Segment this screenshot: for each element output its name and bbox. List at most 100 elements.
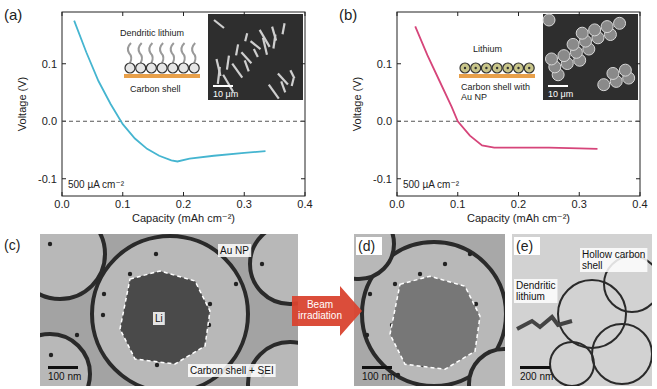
inset-image	[208, 14, 303, 100]
inset-texture	[619, 64, 631, 76]
micrograph-panel: 100 nm(c)Au NPLiCarbon shell + SEI	[4, 209, 332, 389]
x-tick-label: 0.1	[450, 198, 465, 210]
text-line: shell	[582, 260, 603, 271]
lithium-region	[390, 276, 480, 369]
dendrite	[149, 43, 152, 63]
x-tick	[122, 192, 123, 196]
au-np	[517, 67, 519, 69]
au-np	[48, 242, 52, 246]
au-np	[396, 373, 400, 377]
inset-image	[543, 14, 638, 100]
carbon-shell	[92, 236, 248, 386]
dendrite	[139, 43, 142, 63]
inset-texture	[214, 20, 224, 28]
dendrite	[181, 43, 184, 63]
beam-arrow	[292, 286, 362, 336]
au-np	[75, 333, 79, 337]
inset-texture	[601, 21, 613, 33]
x-axis-title: Capacity (mAh cm⁻²)	[132, 212, 235, 224]
inset-texture	[607, 67, 619, 79]
chart-panel: (b)10 μmLithium0.00.10.20.30.4-0.10.00.1…	[339, 6, 648, 224]
y-axis-title: Voltage (V)	[351, 77, 363, 131]
inset-texture	[251, 41, 261, 49]
scale-bar-label: 200 nm	[520, 371, 553, 382]
inset-texture	[232, 64, 242, 78]
dendrite	[160, 43, 163, 63]
x-tick-label: 0.3	[237, 198, 252, 210]
carbon-shell	[469, 349, 505, 386]
y-tick	[301, 63, 305, 64]
carbon-shell	[250, 234, 298, 304]
inset-texture	[614, 17, 626, 29]
x-tick-label: 0.0	[389, 198, 404, 210]
scale-bar	[548, 85, 568, 87]
scale-bar	[520, 366, 550, 369]
au-np	[365, 333, 369, 337]
x-tick	[640, 12, 641, 16]
scale-bar-label: 100 nm	[362, 371, 395, 382]
carbon-shell	[168, 63, 178, 73]
au-np	[475, 67, 477, 69]
y-tick	[62, 178, 66, 179]
annotation: 500 µA cm⁻²	[403, 179, 460, 190]
micrograph-panel: 200 nm(e)DendriticlithiumHollow carbonsh…	[512, 234, 657, 386]
au-np	[260, 262, 264, 266]
panel-label: (b)	[339, 6, 357, 23]
lithium-region	[120, 271, 210, 364]
y-tick	[636, 178, 640, 179]
baseline	[397, 121, 640, 122]
data-group	[62, 21, 305, 162]
carbon-shell	[471, 63, 481, 73]
image-label: Au NP	[220, 245, 249, 256]
dendrite	[517, 317, 572, 329]
data-group	[397, 26, 640, 148]
au-np	[155, 363, 159, 367]
x-tick-label: 0.4	[632, 198, 647, 210]
text-line: Carbon shell with	[461, 82, 530, 92]
x-tick	[579, 192, 580, 196]
y-tick-label: -0.1	[38, 173, 57, 185]
y-tick-label: 0.1	[377, 58, 392, 70]
inset-texture	[545, 53, 557, 65]
au-np	[368, 292, 372, 296]
inset-texture	[598, 79, 610, 91]
x-tick	[518, 12, 519, 16]
inset-texture	[292, 78, 294, 86]
inset-texture	[567, 38, 579, 50]
label-patch	[580, 248, 647, 272]
inset-texture	[558, 50, 570, 62]
x-tick	[183, 192, 184, 196]
inset-label: Dendritic lithium	[120, 28, 184, 38]
y-tick	[636, 63, 640, 64]
text-line: lithium	[516, 291, 545, 302]
y-tick	[397, 178, 401, 179]
inset-texture	[278, 73, 288, 84]
label-patch	[153, 312, 165, 325]
au-np	[464, 67, 466, 69]
x-tick	[397, 192, 398, 196]
dendrite	[192, 43, 195, 63]
au-np	[208, 302, 212, 306]
x-tick	[62, 12, 63, 16]
x-tick	[640, 192, 641, 196]
scale-bar	[362, 366, 392, 369]
image-label: Dendriticlithium	[516, 280, 555, 302]
au-np	[528, 67, 530, 69]
au-np	[496, 67, 498, 69]
x-tick	[305, 192, 306, 196]
au-np	[128, 272, 132, 276]
micrograph	[354, 234, 505, 386]
carbon-shell	[558, 280, 626, 348]
au-np	[485, 67, 487, 69]
x-tick-label: 0.3	[572, 198, 587, 210]
x-tick	[518, 192, 519, 196]
carbon-shell	[146, 63, 156, 73]
au-np	[101, 313, 105, 317]
inset-texture	[576, 27, 588, 39]
inset-texture	[589, 24, 601, 36]
au-np	[154, 252, 158, 256]
inset-texture	[241, 52, 251, 63]
chart-panel: (a)10 μmDendritic lithiumCarbon shell0.0…	[4, 6, 313, 224]
x-tick	[122, 12, 123, 16]
y-axis-title: Voltage (V)	[16, 77, 28, 131]
